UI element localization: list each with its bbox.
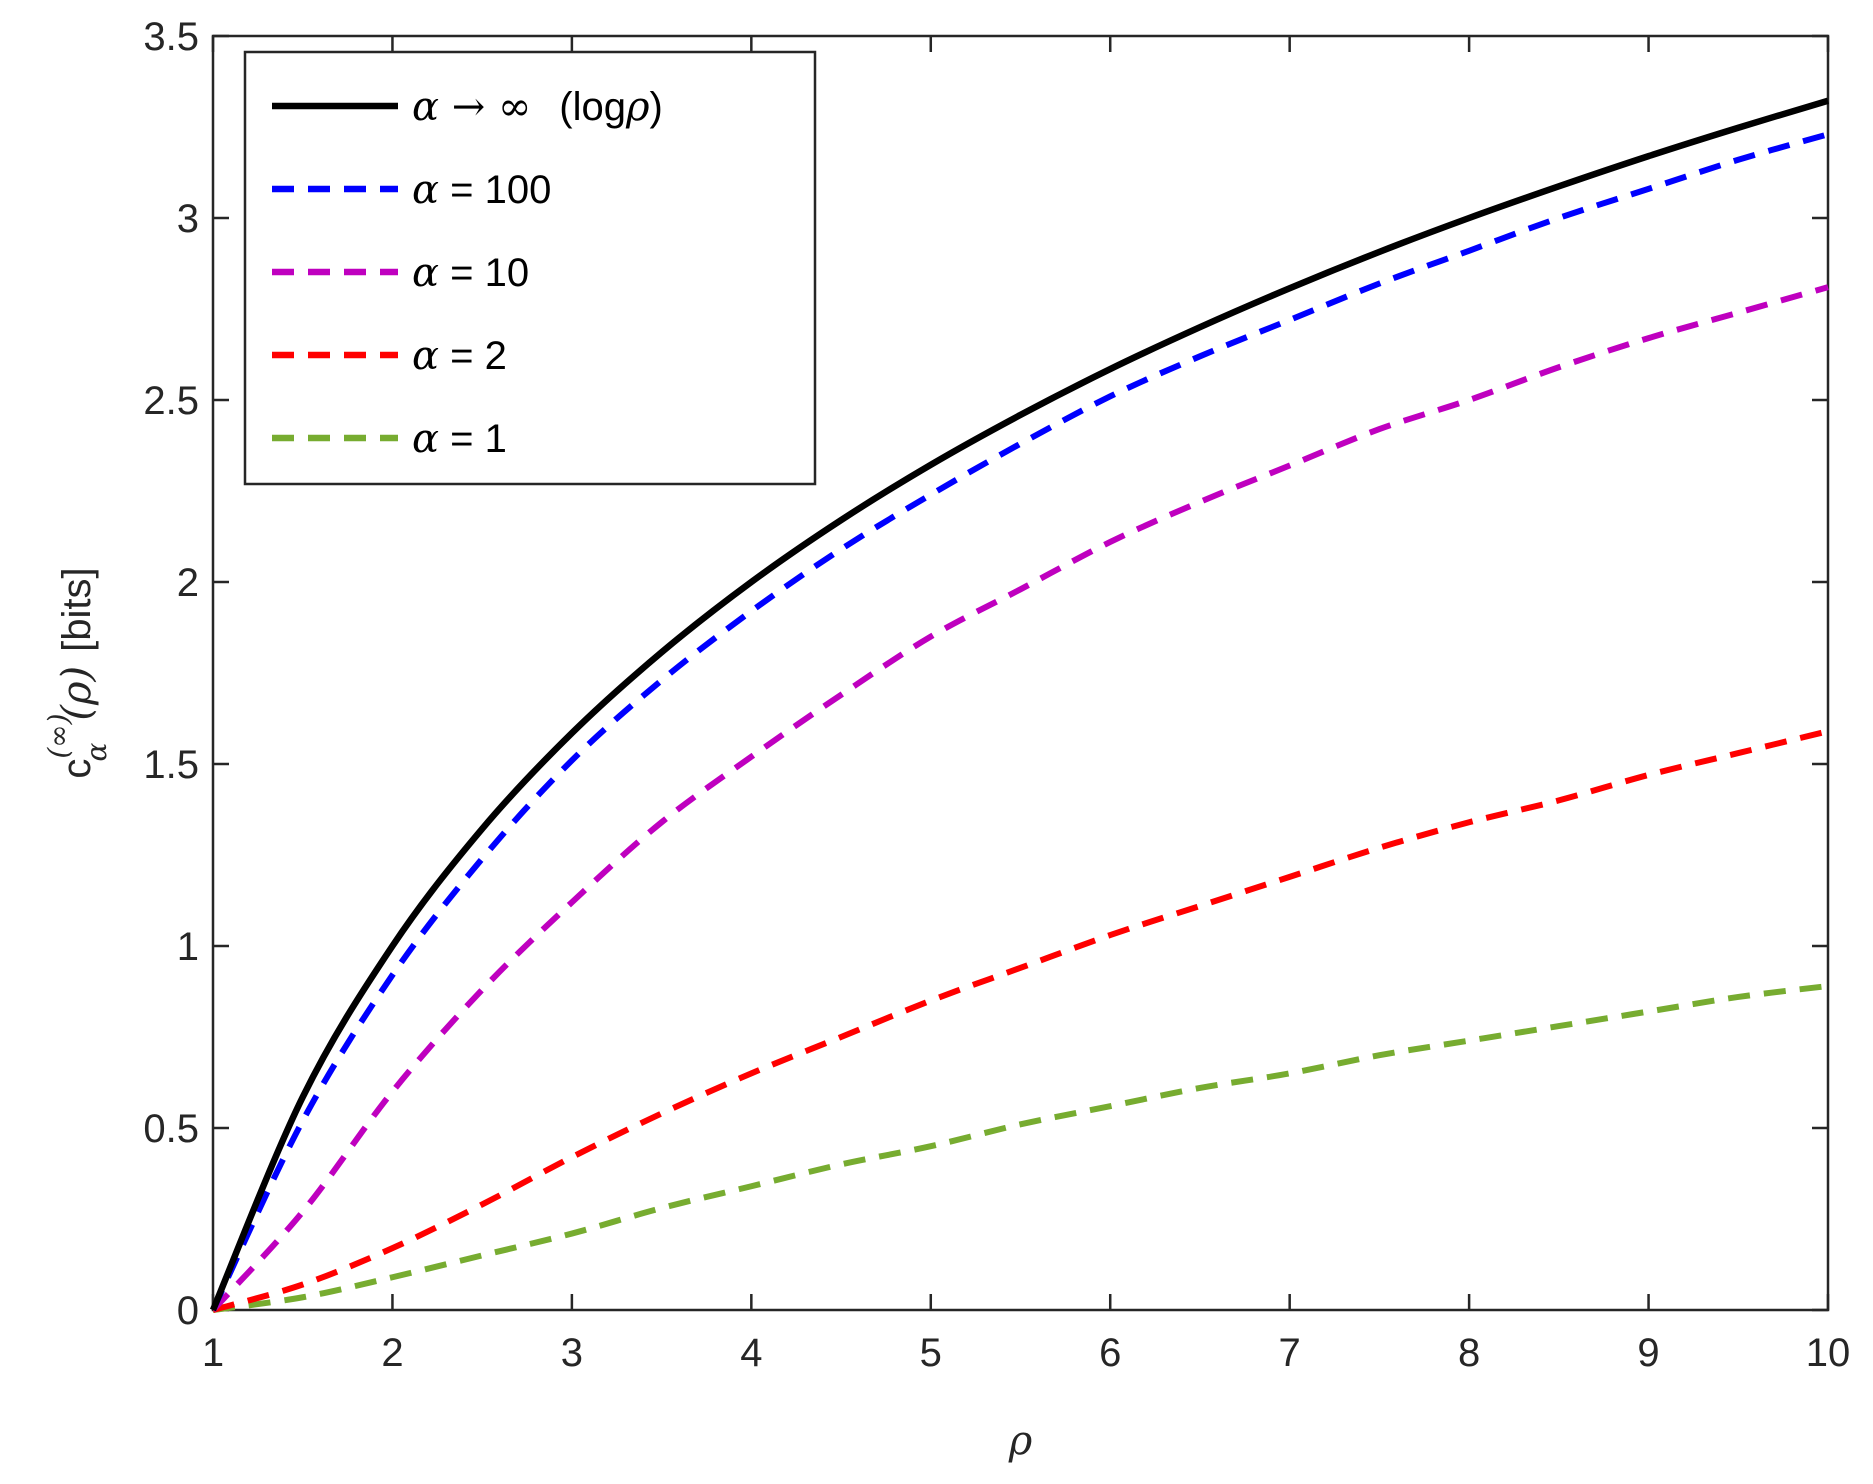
x-tick-labels: 1 2 3 4 5 6 7 8 9 10 (202, 1331, 1850, 1375)
y-tick-label: 3.5 (143, 15, 199, 59)
x-tick-label: 7 (1279, 1331, 1301, 1375)
y-axis-label-text: c(∞) α (ρ) [bits] (42, 567, 113, 778)
y-tick-label: 1.5 (143, 743, 199, 787)
series-line-2 (210, 284, 1829, 1313)
x-tick-label: 5 (920, 1331, 942, 1375)
series-layer (210, 97, 1829, 1313)
ylabel-argument: (ρ) (54, 666, 100, 721)
legend-label-2: α = 10 (412, 250, 529, 296)
legend-label-3: α = 2 (412, 333, 507, 379)
y-tick-label: 3 (177, 197, 199, 241)
x-tick-label: 8 (1458, 1331, 1480, 1375)
legend-label-0: α → ∞ (logρ) (412, 84, 663, 130)
legend-label-4: α = 1 (412, 416, 507, 462)
y-tick-label: 1 (177, 925, 199, 969)
y-tick-label: 0.5 (143, 1107, 199, 1151)
axis-ticks (211, 34, 1830, 1312)
x-tick-label: 9 (1637, 1331, 1659, 1375)
ylabel-subscript: α (80, 742, 113, 761)
legend: α → ∞ (logρ) α = 100 α = 10 α = 2 α = 1 (243, 50, 817, 486)
y-tick-label: 0 (177, 1289, 199, 1333)
legend-box (243, 50, 817, 486)
x-tick-label: 2 (381, 1331, 403, 1375)
series-line-0 (210, 97, 1829, 1312)
series-line-1 (210, 131, 1829, 1312)
y-tick-labels: 0 0.5 1 1.5 2 2.5 3 3.5 (143, 15, 199, 1333)
y-tick-label: 2.5 (143, 379, 199, 423)
x-tick-label: 3 (561, 1331, 583, 1375)
ylabel-superscript: (∞) (42, 713, 75, 758)
x-axis-label: ρ (1008, 1418, 1033, 1464)
series-line-3 (212, 728, 1829, 1313)
x-tick-label: 1 (202, 1331, 224, 1375)
x-tick-label: 4 (740, 1331, 762, 1375)
ylabel-symbol: c (55, 759, 99, 779)
x-tick-label: 6 (1099, 1331, 1121, 1375)
y-axis-label: c(∞) α (ρ) [bits] (42, 567, 113, 778)
y-tick-label: 2 (177, 561, 199, 605)
x-tick-label: 10 (1806, 1331, 1851, 1375)
ylabel-unit: [bits] (55, 567, 99, 651)
series-line-4 (212, 983, 1829, 1313)
legend-label-1: α = 100 (412, 167, 551, 213)
